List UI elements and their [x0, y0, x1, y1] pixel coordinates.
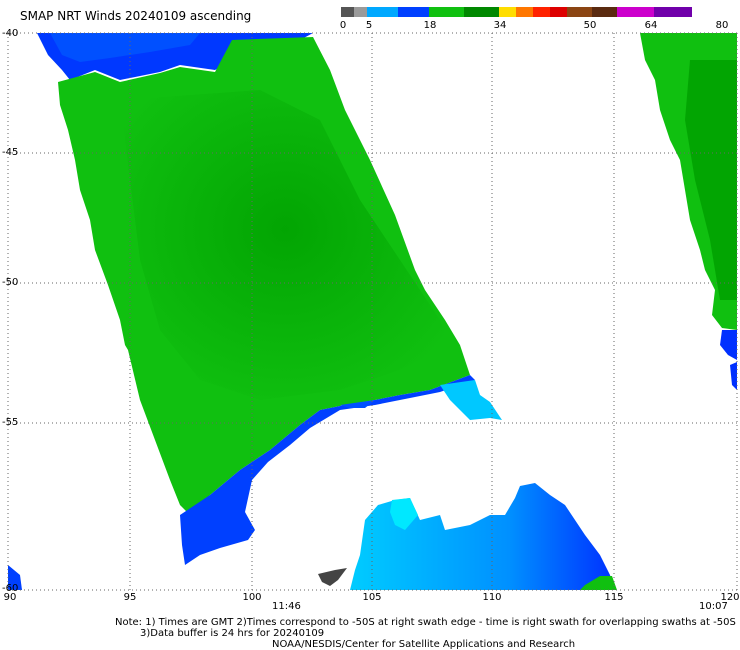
lat-label-55: -55: [2, 417, 19, 428]
southern-wind-patch: [350, 483, 615, 590]
lon-label-90: 90: [3, 592, 17, 603]
southern-green-corner: [580, 576, 617, 590]
colorbar-label-50: 50: [583, 20, 597, 31]
swath-time-left: 11:46: [272, 601, 301, 612]
swath-time-right: 10:07: [699, 601, 728, 612]
colorbar-segment: [567, 7, 592, 17]
lat-label-60: -60: [2, 583, 19, 594]
colorbar-segment: [341, 7, 354, 17]
colorbar-segment: [533, 7, 550, 17]
left-corner-patch: [8, 565, 22, 590]
colorbar-label-34: 34: [493, 20, 507, 31]
lon-label-120: 120: [720, 592, 740, 603]
colorbar-segment: [464, 7, 499, 17]
lon-label-110: 110: [482, 592, 502, 603]
colorbar-segment: [398, 7, 429, 17]
lon-label-95: 95: [123, 592, 137, 603]
southern-cyan-edge: [390, 498, 418, 530]
colorbar-segment: [592, 7, 617, 17]
colorbar-label-64: 64: [644, 20, 658, 31]
lon-label-100: 100: [242, 592, 262, 603]
colorbar-segment: [429, 7, 464, 17]
lat-label-40: -40: [2, 28, 19, 39]
swath-cyan-patch: [440, 380, 502, 420]
map-title: SMAP NRT Winds 20240109 ascending: [20, 9, 252, 23]
footnote-line-1: Note: 1) Times are GMT 2)Times correspon…: [115, 617, 736, 628]
colorbar-label-5: 5: [365, 20, 373, 31]
colorbar-label-0: 0: [339, 20, 347, 31]
colorbar-segment: [499, 7, 516, 17]
right-swath-blue-2: [730, 362, 737, 390]
footnote-line-2: 3)Data buffer is 24 hrs for 20240109: [140, 628, 325, 639]
colorbar-segment: [550, 7, 567, 17]
lat-label-45: -45: [2, 147, 19, 158]
lon-label-115: 115: [604, 592, 624, 603]
right-swath-dark: [685, 60, 737, 300]
lon-label-105: 105: [362, 592, 382, 603]
colorbar-label-18: 18: [423, 20, 437, 31]
colorbar-segment: [654, 7, 692, 17]
swath-blue-bottom: [180, 375, 475, 565]
colorbar-segment: [354, 7, 367, 17]
colorbar-segment: [516, 7, 533, 17]
southern-dark-patch: [318, 568, 347, 586]
swath-blue-sliver: [340, 400, 375, 408]
swath-blue-top-light: [50, 33, 200, 62]
swath-green-dark-core: [120, 90, 450, 400]
wind-speed-colorbar: [341, 7, 730, 17]
colorbar-segment: [617, 7, 654, 17]
footnote-credit: NOAA/NESDIS/Center for Satellite Applica…: [272, 639, 576, 650]
colorbar-label-80: 80: [715, 20, 729, 31]
colorbar-segment: [367, 7, 398, 17]
right-swath-blue: [720, 330, 737, 360]
graticule: [7, 32, 738, 591]
lat-label-50: -50: [2, 277, 19, 288]
